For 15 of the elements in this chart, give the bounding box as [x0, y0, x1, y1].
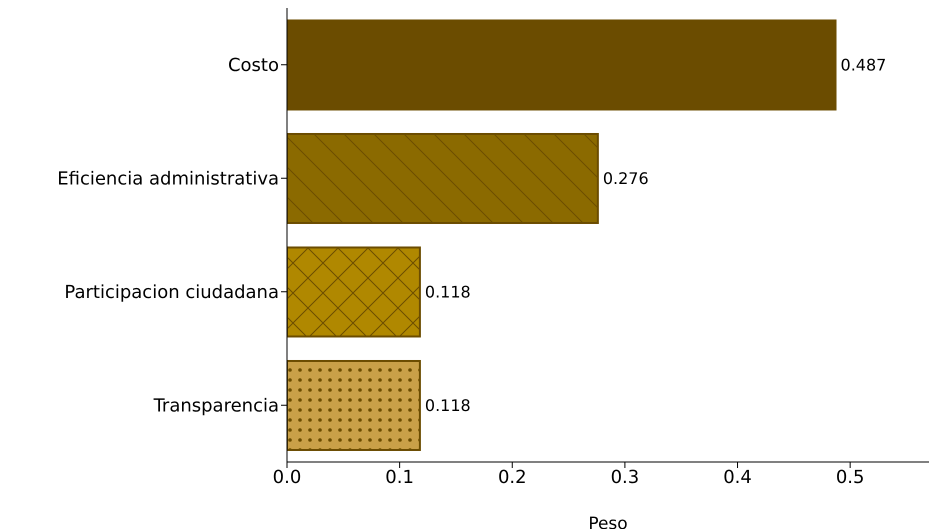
- x-tick-label: 0.1: [385, 466, 414, 488]
- y-tick-label: Eficiencia administrativa: [57, 168, 279, 190]
- y-tick-label: Participacion ciudadana: [64, 282, 279, 304]
- x-tick-label: 0.3: [610, 466, 640, 488]
- x-axis-title: Peso: [588, 514, 628, 529]
- x-tick-label: 0.0: [272, 466, 302, 488]
- y-tick-label: Costo: [228, 55, 279, 76]
- data-label: 0.276: [602, 169, 649, 188]
- x-tick-label: 0.2: [498, 466, 527, 488]
- data-label: 0.118: [424, 396, 471, 416]
- y-tick-label: Transparencia: [152, 396, 279, 417]
- data-label: 0.118: [424, 282, 471, 302]
- data-label: 0.487: [840, 56, 886, 75]
- x-tick-label: 0.5: [836, 466, 864, 488]
- x-tick-label: 0.4: [723, 466, 752, 488]
